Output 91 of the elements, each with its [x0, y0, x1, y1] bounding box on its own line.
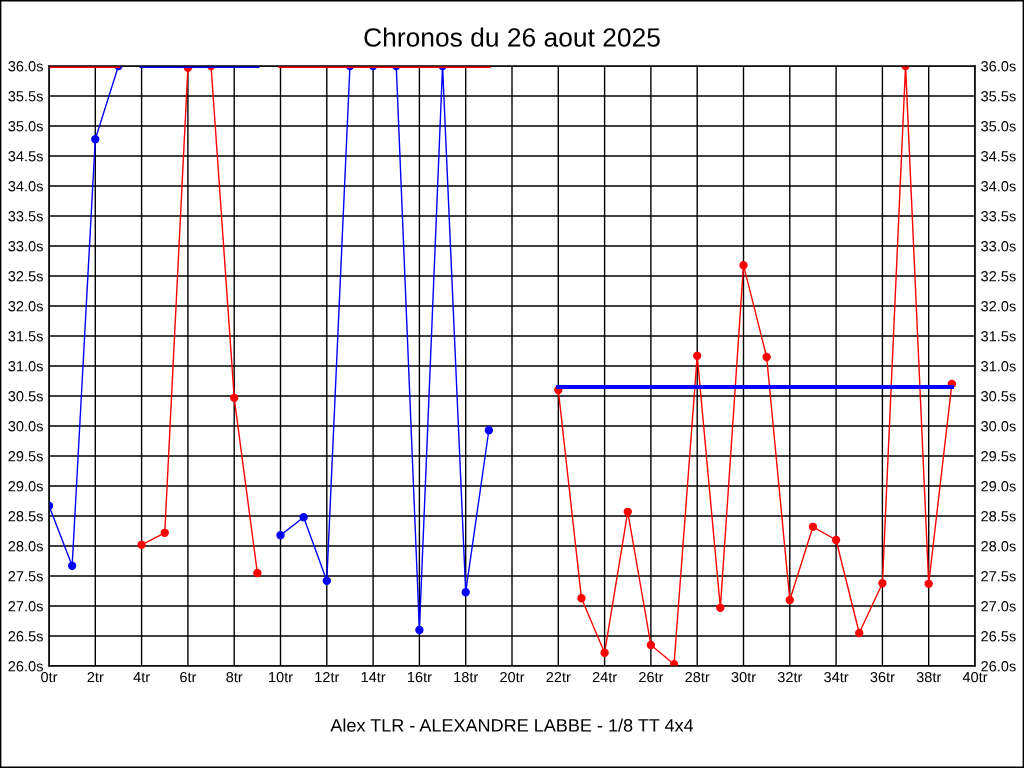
y2-tick-label: 26.0s: [981, 661, 1016, 672]
x-tick-label: 32tr: [777, 671, 803, 683]
x-tick-label: 38tr: [916, 671, 942, 683]
y-tick-label: 26.5s: [8, 631, 43, 642]
y2-tick-label: 35.5s: [981, 91, 1016, 102]
point: [415, 625, 424, 635]
point: [461, 588, 470, 597]
y-tick-label: 35.5s: [8, 91, 43, 102]
point: [855, 628, 864, 638]
y2-tick-label: 28.5s: [981, 511, 1016, 522]
point: [762, 352, 771, 362]
x-tick-label: 26tr: [639, 671, 664, 683]
y2-tick-label: 34.5s: [981, 151, 1016, 162]
y-tick-label: 27.5s: [8, 571, 43, 582]
x-tick-label: 36tr: [870, 671, 895, 683]
y-tick-label: 32.0s: [8, 301, 43, 312]
y-tick-label: 36.0s: [8, 61, 43, 72]
point: [739, 261, 748, 270]
point: [299, 513, 308, 522]
point: [67, 561, 77, 570]
point: [716, 603, 725, 612]
x-tick-label: 18tr: [454, 671, 479, 683]
y-tick-label: 29.5s: [8, 451, 43, 462]
y2-tick-label: 30.0s: [981, 421, 1016, 432]
y-tick-label: 26.0s: [8, 661, 43, 672]
y-tick-label: 31.5s: [8, 331, 43, 342]
chart-title: Chronos du 26 aout 2025: [364, 27, 660, 47]
y-tick-label: 28.0s: [8, 541, 43, 552]
x-tick-label: 2tr: [87, 671, 104, 683]
x-tick-label: 28tr: [685, 671, 710, 683]
y-tick-label: 32.5s: [8, 271, 43, 282]
point: [160, 528, 169, 537]
y2-tick-label: 35.0s: [981, 121, 1016, 132]
y-tick-label: 28.5s: [8, 511, 43, 522]
x-tick-label: 30tr: [731, 671, 756, 683]
point: [484, 426, 494, 435]
point: [230, 393, 239, 402]
point: [322, 576, 331, 585]
x-tick-label: 24tr: [592, 671, 617, 683]
x-tick-label: 20tr: [500, 671, 525, 683]
x-tick-label: 6tr: [180, 671, 197, 683]
y2-tick-label: 33.5s: [981, 211, 1016, 222]
point: [646, 640, 656, 650]
point: [831, 535, 841, 545]
y2-tick-label: 31.0s: [981, 361, 1016, 372]
point: [253, 568, 262, 578]
point: [137, 540, 146, 549]
point: [808, 522, 818, 531]
y2-tick-label: 33.0s: [981, 241, 1016, 252]
y-tick-label: 33.0s: [8, 241, 43, 252]
point: [600, 648, 609, 657]
x-tick-label: 40tr: [962, 671, 988, 683]
point: [91, 135, 100, 144]
x-tick-label: 10tr: [269, 671, 293, 683]
point: [577, 594, 586, 603]
x-tick-label: 12tr: [315, 671, 340, 683]
point: [878, 579, 887, 588]
y-tick-label: 30.0s: [8, 421, 43, 432]
x-tick-label: 8tr: [226, 671, 243, 683]
point: [924, 579, 933, 588]
x-tick-label: 34tr: [824, 671, 849, 683]
y2-tick-label: 36.0s: [981, 61, 1016, 72]
y2-tick-label: 32.0s: [981, 301, 1016, 312]
y-tick-label: 34.5s: [8, 151, 43, 162]
point: [623, 507, 632, 516]
y-tick-label: 34.0s: [8, 181, 43, 192]
y-tick-label: 30.5s: [8, 391, 43, 402]
point: [693, 351, 702, 360]
point: [785, 595, 794, 605]
x-tick-label: 0tr: [41, 671, 58, 683]
y2-tick-label: 27.5s: [981, 571, 1016, 582]
y2-tick-label: 32.5s: [981, 271, 1016, 282]
y2-tick-label: 27.0s: [981, 601, 1016, 612]
y-tick-label: 29.0s: [8, 481, 43, 492]
y-tick-label: 31.0s: [8, 361, 43, 372]
y2-tick-label: 30.5s: [981, 391, 1016, 402]
y2-tick-label: 29.5s: [981, 451, 1016, 462]
y2-tick-label: 28.0s: [981, 541, 1016, 552]
x-tick-label: 22tr: [546, 671, 571, 683]
x-tick-label: 16tr: [407, 671, 432, 683]
x-tick-label: 4tr: [133, 672, 150, 683]
x-axis-title: Alex TLR - ALEXANDRE LABBE - 1/8 TT 4x4: [330, 718, 694, 732]
x-tick-label: 14tr: [361, 672, 386, 683]
y-tick-label: 35.0s: [8, 121, 43, 132]
y2-tick-label: 26.5s: [981, 631, 1016, 642]
y2-tick-label: 34.0s: [981, 181, 1016, 192]
y2-tick-label: 29.0s: [981, 481, 1016, 492]
y-tick-label: 33.5s: [8, 211, 43, 222]
y2-tick-label: 31.5s: [981, 331, 1016, 342]
point: [276, 531, 285, 540]
y-tick-label: 27.0s: [8, 601, 43, 612]
